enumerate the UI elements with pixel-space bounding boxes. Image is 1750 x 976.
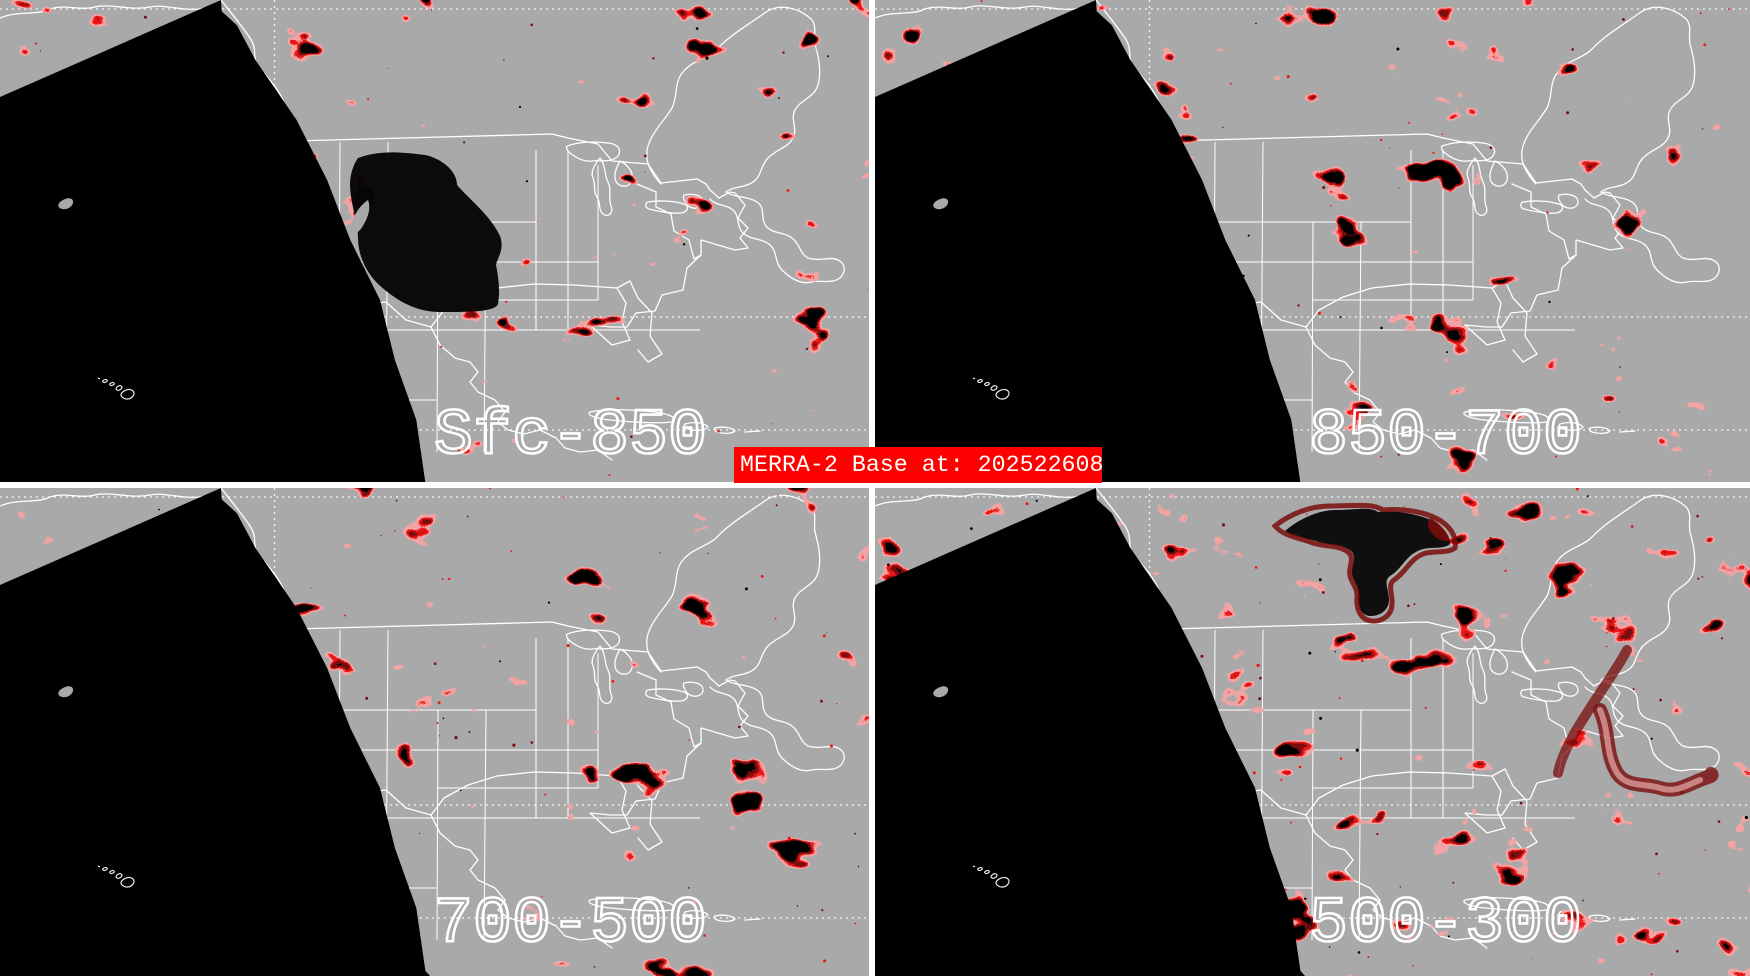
svg-text:700-500: 700-500 <box>434 887 707 961</box>
svg-text:850-700: 850-700 <box>1309 399 1582 473</box>
svg-text:500-300: 500-300 <box>1309 887 1582 961</box>
svg-text:Sfc-850: Sfc-850 <box>434 399 707 473</box>
